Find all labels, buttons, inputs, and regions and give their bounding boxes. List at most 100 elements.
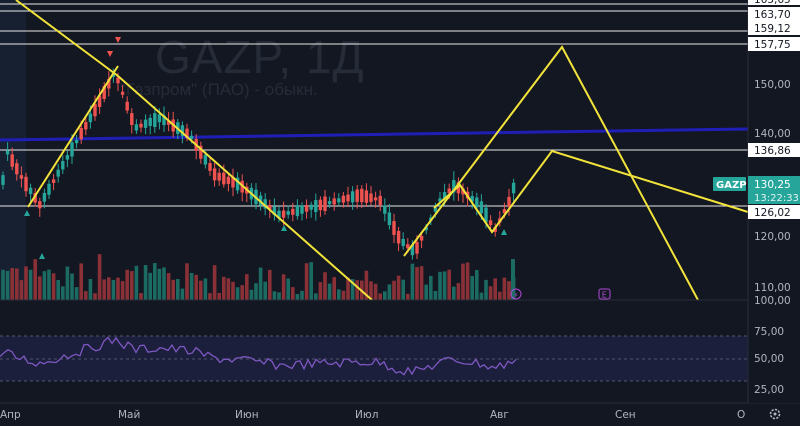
candle	[5, 150, 10, 155]
volume-bar	[392, 280, 396, 300]
rsi-tick-label: 25,00	[754, 384, 784, 396]
candle	[447, 188, 451, 194]
ticker-tag[interactable]	[713, 177, 746, 191]
signal-arrow-up	[24, 210, 30, 216]
candle	[125, 101, 129, 111]
candle	[401, 238, 405, 247]
candle	[38, 201, 42, 209]
volume-bar	[153, 263, 157, 300]
volume-bar	[507, 281, 511, 300]
drawing-line[interactable]	[433, 149, 749, 234]
volume-bar	[318, 282, 323, 300]
volume-bar	[286, 278, 290, 300]
volume-bar	[433, 291, 438, 300]
candle	[107, 79, 111, 89]
volume-bar	[268, 269, 272, 300]
volume-bar	[300, 290, 304, 300]
candle	[208, 163, 212, 171]
volume-bar	[341, 290, 346, 300]
volume-bar	[235, 287, 240, 300]
level-tag	[748, 0, 800, 5]
volume-bar	[249, 289, 254, 300]
level-tag[interactable]	[748, 205, 800, 219]
volume-bar	[369, 281, 373, 300]
candle	[281, 210, 286, 218]
volume-bar	[355, 280, 359, 300]
candle	[507, 196, 511, 208]
volume-bar	[125, 269, 129, 300]
volume-bar	[442, 271, 447, 300]
level-tag[interactable]	[748, 21, 800, 35]
price-tick-label: 110,00	[754, 282, 791, 294]
volume-bar	[157, 268, 162, 300]
time-axis-label: Авг	[490, 409, 509, 421]
time-axis-label: Май	[118, 409, 140, 421]
time-axis-label: Апр	[0, 409, 21, 421]
volume-bar	[438, 271, 442, 300]
volume-bar	[176, 279, 180, 300]
candle	[74, 139, 79, 144]
flash-icon[interactable]	[510, 288, 522, 300]
volume-bar	[107, 277, 111, 300]
volume-bar	[493, 278, 497, 300]
candle	[84, 122, 88, 130]
level-tag[interactable]	[748, 7, 800, 21]
candle	[51, 179, 56, 183]
candle	[28, 187, 33, 195]
volume-bar	[323, 272, 327, 300]
candle	[415, 242, 419, 254]
candle	[406, 244, 410, 249]
trend-line-blue[interactable]	[0, 127, 749, 142]
volume-bar	[51, 273, 56, 300]
candle	[442, 192, 447, 199]
level-tag-text: 136,86	[754, 145, 791, 157]
candle	[272, 206, 277, 215]
earnings-icon[interactable]	[598, 288, 611, 300]
candle	[295, 205, 300, 217]
candle	[139, 123, 143, 128]
volume-bar	[226, 278, 231, 300]
volume-bar	[199, 280, 203, 300]
volume-bar	[373, 283, 378, 300]
candle	[10, 154, 14, 167]
candle	[452, 180, 456, 193]
gear-icon[interactable]	[769, 408, 781, 420]
volume-bar	[263, 281, 267, 300]
level-tag[interactable]	[748, 37, 800, 51]
level-tag-text: 163,70	[754, 9, 791, 21]
drawing-line[interactable]	[15, 0, 373, 301]
candle	[268, 205, 272, 210]
drawing-line[interactable]	[403, 45, 699, 301]
volume-bar	[410, 263, 415, 300]
volume-bar	[93, 293, 97, 300]
current-price-label: 130,25	[754, 179, 791, 191]
candle	[387, 212, 392, 226]
drawing-line[interactable]	[27, 65, 119, 208]
candle	[383, 205, 387, 214]
volume-bar	[143, 265, 148, 300]
candle	[130, 113, 134, 125]
volume-bar	[498, 291, 502, 300]
volume-bar	[111, 279, 116, 300]
volume-bar	[134, 265, 139, 300]
volume-bar	[47, 269, 51, 300]
candle	[410, 244, 415, 256]
candle	[493, 227, 497, 232]
volume-bar	[88, 278, 93, 300]
candle	[93, 103, 97, 117]
level-tag[interactable]	[748, 143, 800, 157]
candle	[360, 188, 364, 203]
candle	[226, 176, 231, 184]
current-price-tag[interactable]	[748, 176, 800, 204]
volume-bar	[79, 263, 83, 300]
price-tick-label: 100,00	[754, 295, 791, 307]
candle	[212, 168, 217, 181]
volume-bar	[488, 286, 493, 300]
rsi-line[interactable]	[0, 336, 517, 376]
candle	[318, 199, 323, 211]
volume-bar	[452, 286, 456, 300]
volume-bar	[295, 293, 300, 300]
volume-bar	[189, 272, 194, 300]
